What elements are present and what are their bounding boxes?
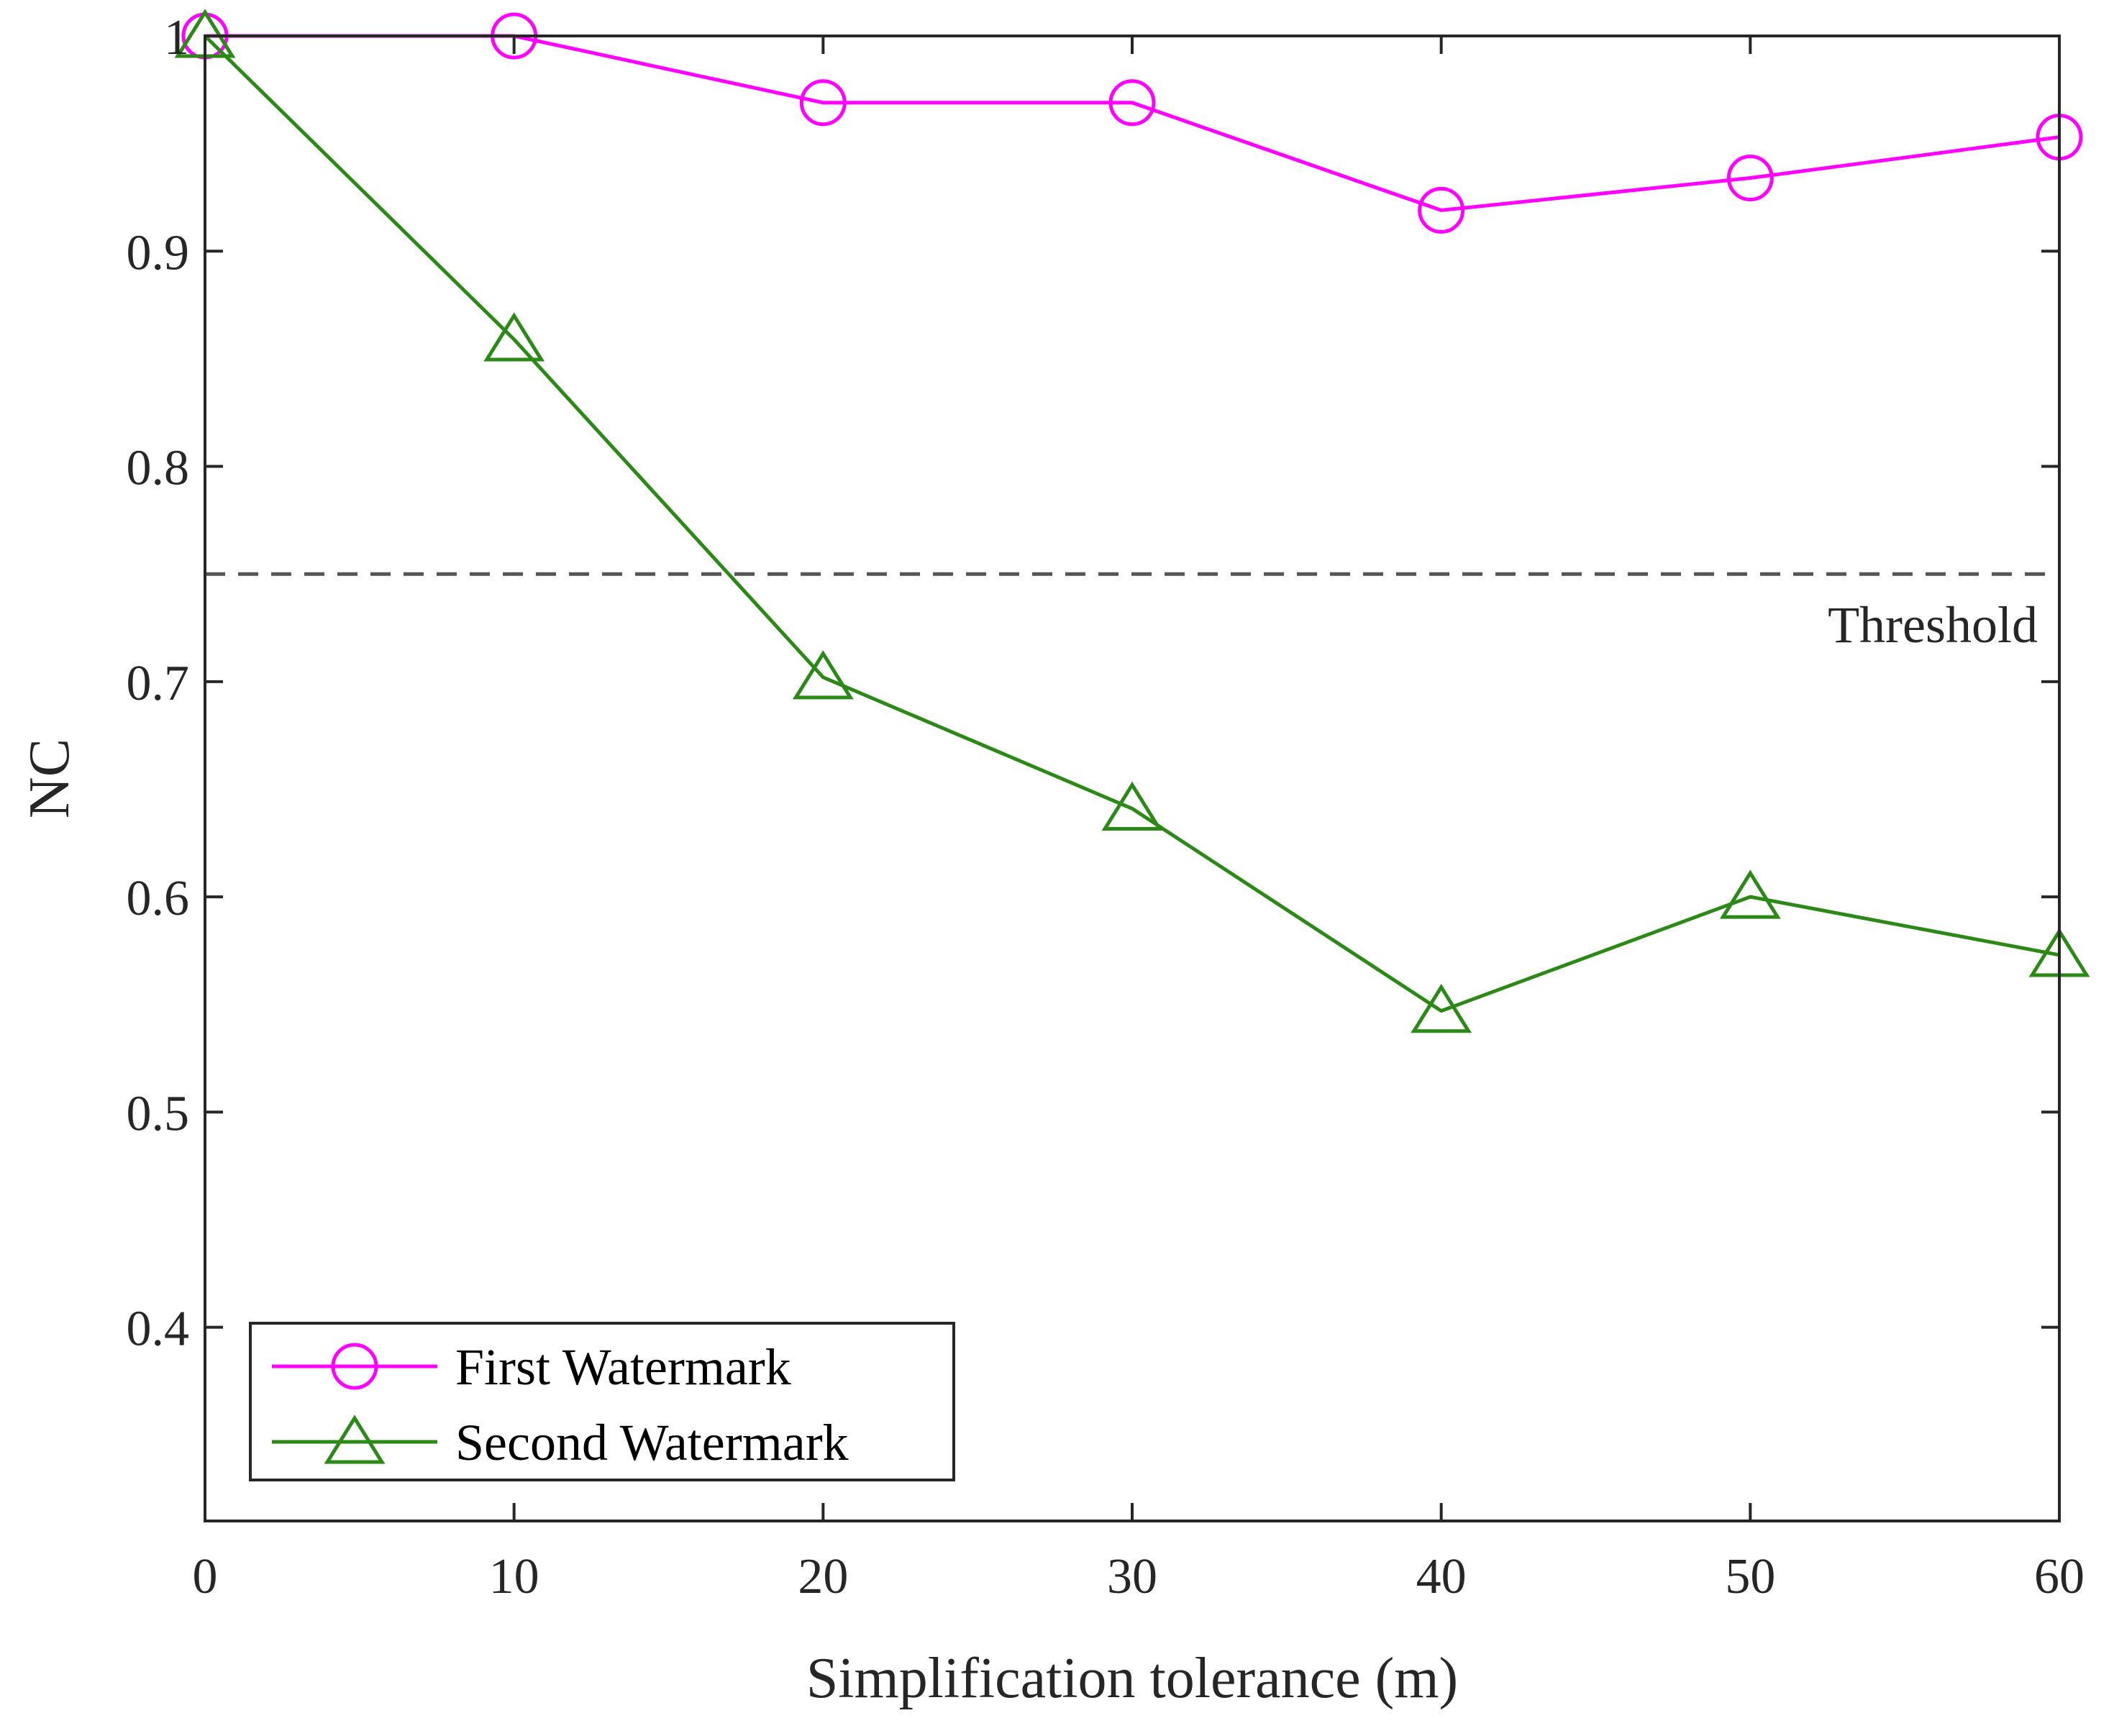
plot-background — [205, 36, 2059, 1521]
y-tick-label: 1 — [164, 10, 189, 65]
threshold-label: Threshold — [1828, 596, 2038, 654]
x-tick-label: 10 — [489, 1549, 539, 1604]
x-tick-label: 30 — [1107, 1549, 1157, 1604]
second-watermark-point — [1101, 781, 1163, 831]
y-axis-title: NC — [18, 739, 81, 818]
y-tick-label: 0.6 — [127, 871, 190, 926]
first-watermark-legend-label: First Watermark — [455, 1338, 791, 1396]
plot-area — [205, 36, 2059, 1521]
y-tick-label: 0.9 — [127, 225, 190, 280]
x-tick-label: 20 — [798, 1549, 848, 1604]
second-watermark-point — [483, 312, 545, 362]
first-watermark-point — [1108, 79, 1156, 127]
second-watermark-point — [1411, 983, 1472, 1033]
y-tick-label: 0.5 — [127, 1086, 190, 1141]
x-tick-label: 60 — [2034, 1549, 2085, 1604]
y-tick-label: 0.7 — [127, 656, 190, 711]
second-watermark-legend-marker — [324, 1415, 386, 1464]
first-watermark-legend-marker — [331, 1343, 378, 1390]
x-tick-label: 50 — [1725, 1549, 1775, 1604]
first-watermark-point — [1726, 155, 1774, 202]
ticks-layer: 0 10 20 30 40 50 60 0.4 0.5 0.6 0.7 0.8 0.9 1 Simplifi… — [18, 10, 2085, 1710]
second-watermark-point — [792, 650, 854, 700]
second-watermark-legend-label: Second Watermark — [455, 1414, 849, 1471]
x-tick-label: 0 — [193, 1549, 218, 1604]
x-axis-title: Simplification tolerance (m) — [806, 1647, 1458, 1710]
first-watermark-point — [799, 79, 847, 127]
legend: First Watermark Second Watermark — [249, 1322, 955, 1481]
x-tick-label: 40 — [1416, 1549, 1467, 1604]
first-watermark-point — [1418, 186, 1465, 234]
second-watermark-line — [204, 35, 2060, 1013]
threshold-layer: Threshold — [205, 572, 2059, 654]
y-tick-label: 0.4 — [127, 1302, 190, 1357]
second-watermark-point — [1719, 869, 1781, 919]
y-tick-label: 0.8 — [127, 441, 190, 496]
